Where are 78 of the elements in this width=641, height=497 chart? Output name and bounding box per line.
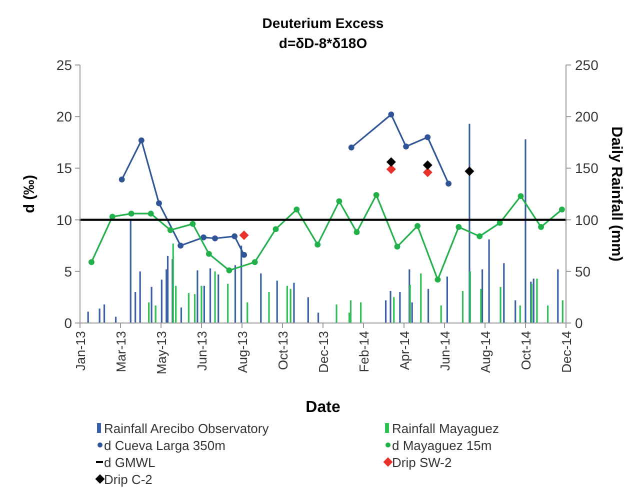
point: [538, 224, 544, 230]
y2-tick-label: 150: [575, 160, 599, 176]
point: [518, 193, 524, 200]
y-tick-label: 0: [64, 315, 72, 331]
point: [156, 200, 162, 206]
y2-tick-label: 200: [575, 108, 599, 125]
point: [128, 210, 134, 217]
y-tick-label: 5: [64, 263, 72, 280]
y-tick-label: 20: [56, 108, 72, 125]
point: [446, 180, 452, 187]
point: [394, 244, 400, 250]
point: [252, 259, 258, 266]
point: [464, 166, 474, 176]
point: [272, 226, 279, 232]
legend-label: Drip SW-2: [392, 455, 452, 470]
y2-tick-label: 50: [575, 263, 591, 280]
point: [232, 233, 238, 240]
y-tick-label: 25: [56, 57, 72, 73]
point: [241, 252, 248, 258]
point: [348, 144, 354, 151]
x-tick-label: Apr-14: [397, 331, 412, 370]
chart-subtitle: d=δD-8*δ18O: [278, 35, 368, 51]
point: [314, 242, 321, 248]
point: [456, 224, 462, 230]
point: [167, 227, 174, 234]
x-tick-label: Aug-14: [478, 331, 493, 373]
point: [239, 230, 249, 240]
point: [558, 206, 565, 212]
point: [403, 144, 410, 150]
point: [200, 234, 207, 240]
point: [386, 164, 396, 174]
x-tick-label: Jun-13: [194, 331, 210, 371]
y2-axis-title: Daily Rainfall (mm): [608, 126, 625, 262]
point: [373, 192, 380, 198]
point: [148, 210, 154, 217]
legend-label: Rainfall Mayaguez: [392, 421, 499, 436]
point: [190, 220, 196, 227]
point: [178, 242, 184, 249]
x-tick-label: Jan-13: [73, 331, 88, 371]
x-tick-label: May-13: [154, 331, 169, 374]
point: [88, 259, 94, 266]
point: [226, 267, 232, 274]
legend-label: d Mayaguez 15m: [392, 438, 492, 453]
x-tick-label: Feb-14: [356, 331, 372, 372]
x-tick-label: Oct-13: [276, 331, 290, 370]
y2-tick-label: 100: [575, 212, 599, 228]
x-tick-label: Aug-13: [235, 331, 250, 373]
y-axis-title: d (‰): [21, 174, 38, 214]
point: [422, 160, 432, 170]
y-tick-label: 10: [56, 212, 72, 228]
point: [354, 229, 360, 236]
x-tick-label: Oct-14: [518, 331, 534, 370]
point: [336, 198, 342, 204]
y2-tick-label: 250: [575, 57, 599, 73]
legend-label: d Cueva Larga 350m: [104, 438, 226, 453]
point: [118, 176, 125, 183]
point: [386, 157, 396, 167]
x-tick-label: Mar-13: [114, 331, 128, 372]
x-tick-label: Dec-13: [316, 331, 331, 373]
legend-label: d GMWL: [104, 455, 156, 470]
chart-title: Deuterium Excess: [262, 15, 384, 31]
point: [212, 235, 218, 242]
y-tick-label: 15: [56, 160, 72, 176]
point: [138, 137, 144, 144]
point: [294, 206, 300, 212]
point: [422, 168, 432, 178]
point: [434, 276, 441, 283]
y2-tick-label: 0: [575, 315, 583, 331]
point: [388, 112, 394, 118]
x-axis-title: Date: [306, 399, 340, 416]
point: [414, 222, 420, 229]
legend-label: Drip C-2: [104, 472, 152, 487]
x-tick-label: Jun-14: [438, 331, 452, 371]
x-tick-label: Dec-14: [559, 331, 574, 373]
legend-label: Rainfall Arecibo Observatory: [104, 421, 270, 436]
point: [476, 233, 483, 240]
point: [206, 250, 212, 257]
point: [424, 134, 431, 140]
